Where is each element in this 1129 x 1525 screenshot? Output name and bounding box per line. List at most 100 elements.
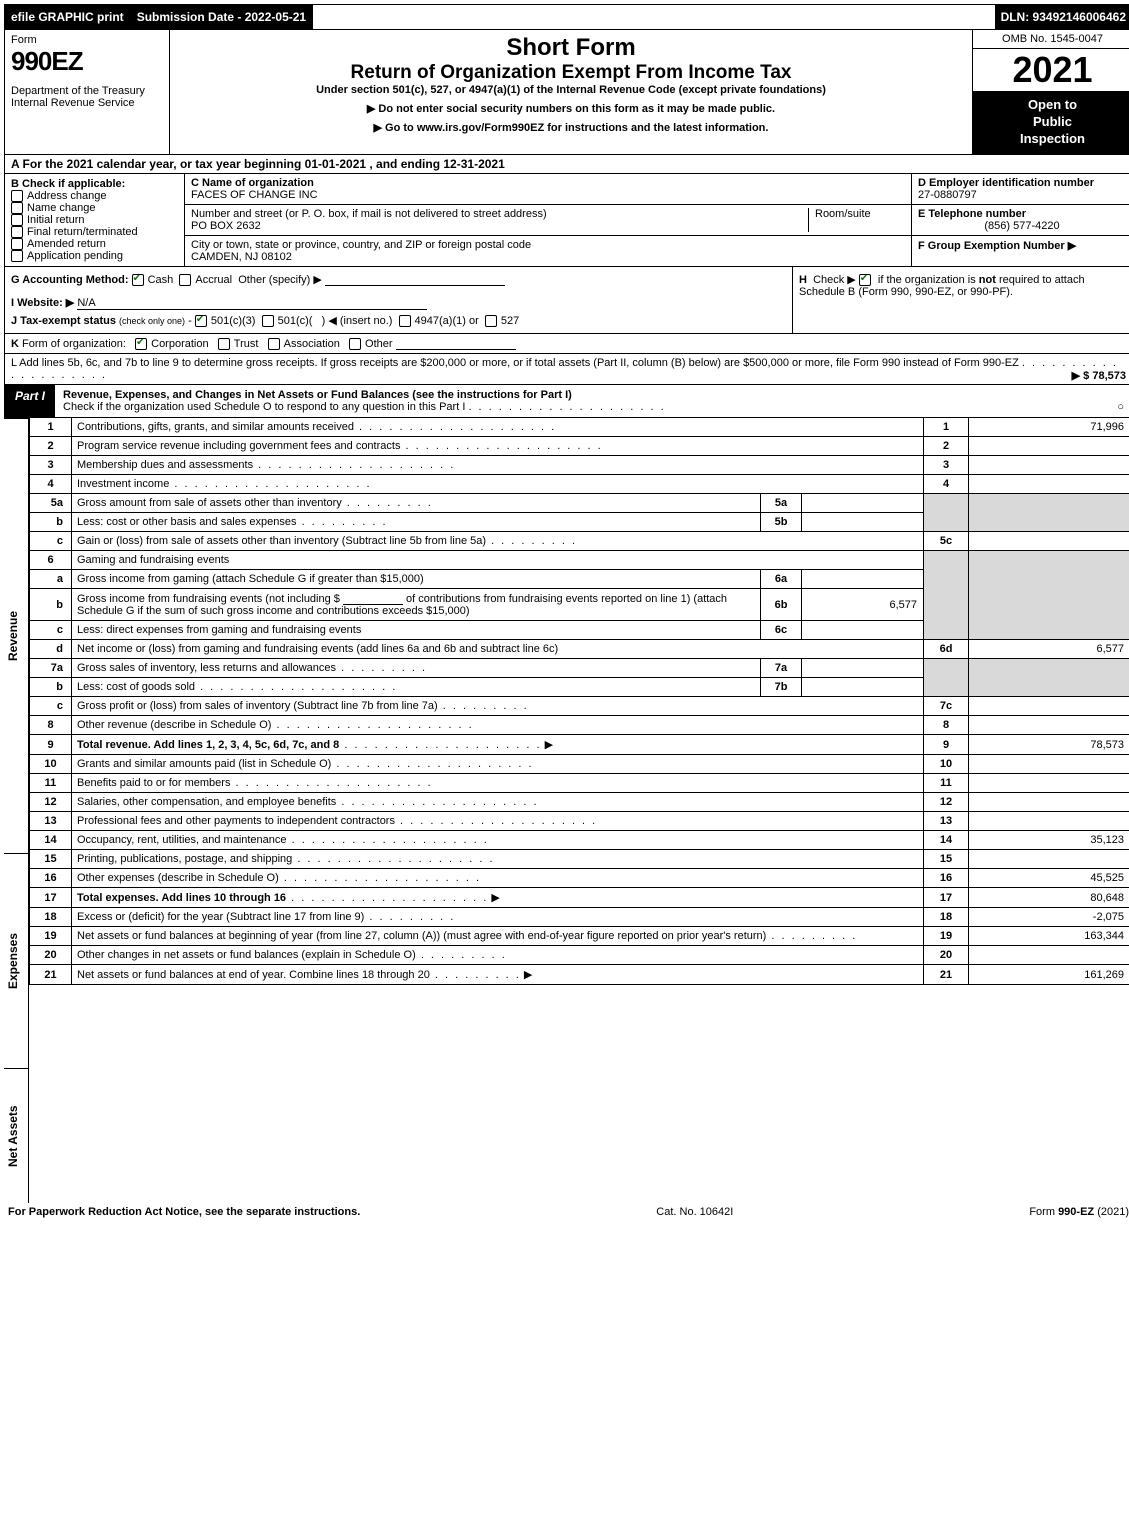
- l12-box: 12: [924, 793, 969, 812]
- check-trust[interactable]: [218, 338, 230, 350]
- line-14: 14 Occupancy, rent, utilities, and maint…: [30, 831, 1129, 850]
- l1-box: 1: [924, 418, 969, 437]
- l9-desc: Total revenue. Add lines 1, 2, 3, 4, 5c,…: [77, 739, 339, 751]
- l11-num: 11: [30, 774, 72, 793]
- l6b-ilabel: 6b: [761, 589, 802, 621]
- check-association[interactable]: [268, 338, 280, 350]
- other-org-input[interactable]: [396, 337, 516, 350]
- l7ab-greyamt: [969, 659, 1129, 697]
- website-value: N/A: [77, 297, 427, 310]
- l18-box: 18: [924, 908, 969, 927]
- l12-num: 12: [30, 793, 72, 812]
- e-label: E Telephone number: [918, 208, 1026, 220]
- line-17: 17 Total expenses. Add lines 10 through …: [30, 888, 1129, 908]
- line-21: 21 Net assets or fund balances at end of…: [30, 965, 1129, 985]
- l21-arrow-icon: ▶: [524, 968, 532, 981]
- l15-desc: Printing, publications, postage, and shi…: [77, 853, 292, 865]
- city-value: CAMDEN, NJ 08102: [191, 251, 292, 263]
- l21-desc: Net assets or fund balances at end of ye…: [77, 969, 430, 981]
- section-l: L Add lines 5b, 6c, and 7b to line 9 to …: [4, 354, 1129, 385]
- open1: Open to: [1028, 97, 1077, 112]
- top-bar: efile GRAPHIC print Submission Date - 20…: [4, 4, 1129, 30]
- check-application-pending[interactable]: [11, 250, 23, 262]
- l16-desc: Other expenses (describe in Schedule O): [77, 872, 279, 884]
- c-label: C Name of organization: [191, 177, 314, 189]
- l6a-iamt: [802, 570, 924, 589]
- l6b-blank[interactable]: [343, 592, 403, 605]
- l5a-ilabel: 5a: [761, 494, 802, 513]
- check-name-change[interactable]: [11, 202, 23, 214]
- ein-value: 27-0880797: [918, 189, 977, 201]
- omb-number: OMB No. 1545-0047: [973, 30, 1129, 49]
- l14-box: 14: [924, 831, 969, 850]
- check-initial-return[interactable]: [11, 214, 23, 226]
- check-corporation[interactable]: [135, 338, 147, 350]
- check-501c3[interactable]: [195, 315, 207, 327]
- l7c-box: 7c: [924, 697, 969, 716]
- open2: Public: [1033, 114, 1072, 129]
- other-method-input[interactable]: [325, 273, 505, 286]
- check-527[interactable]: [485, 315, 497, 327]
- l6b-desc1: Gross income from fundraising events (no…: [77, 593, 340, 605]
- l6d-box: 6d: [924, 640, 969, 659]
- section-b-title: B Check if applicable:: [11, 178, 178, 190]
- l21-amt: 161,269: [969, 965, 1129, 985]
- l15-box: 15: [924, 850, 969, 869]
- line-6d: d Net income or (loss) from gaming and f…: [30, 640, 1129, 659]
- l7a-iamt: [802, 659, 924, 678]
- l3-box: 3: [924, 456, 969, 475]
- check-final-return[interactable]: [11, 226, 23, 238]
- l9-num: 9: [30, 735, 72, 755]
- l5a-iamt: [802, 494, 924, 513]
- l17-arrow-icon: ▶: [491, 891, 499, 904]
- l7c-desc: Gross profit or (loss) from sales of inv…: [77, 700, 438, 712]
- section-k: K Form of organization: Corporation Trus…: [4, 334, 1129, 354]
- l10-box: 10: [924, 755, 969, 774]
- l7a-num: 7a: [30, 659, 72, 678]
- check-cash[interactable]: [132, 274, 144, 286]
- under-section-text: Under section 501(c), 527, or 4947(a)(1)…: [176, 84, 966, 96]
- check-address-change[interactable]: [11, 190, 23, 202]
- check-accrual[interactable]: [179, 274, 191, 286]
- footer-form-ref: Form 990-EZ (2021): [1029, 1206, 1129, 1218]
- line-18: 18 Excess or (deficit) for the year (Sub…: [30, 908, 1129, 927]
- l3-amt: [969, 456, 1129, 475]
- lbl-initial-return: Initial return: [27, 214, 84, 226]
- l7a-ilabel: 7a: [761, 659, 802, 678]
- tax-year: 2021: [973, 49, 1129, 91]
- check-amended-return[interactable]: [11, 238, 23, 250]
- l5a-desc: Gross amount from sale of assets other t…: [77, 497, 342, 509]
- part1-checkline: Check if the organization used Schedule …: [63, 401, 465, 413]
- part1-header: Part I Revenue, Expenses, and Changes in…: [4, 385, 1129, 418]
- vertical-tabs: Revenue Expenses Net Assets: [4, 418, 29, 1203]
- l14-num: 14: [30, 831, 72, 850]
- l6a-ilabel: 6a: [761, 570, 802, 589]
- l11-amt: [969, 774, 1129, 793]
- l8-box: 8: [924, 716, 969, 735]
- l9-box: 9: [924, 735, 969, 755]
- check-schedule-b[interactable]: [859, 274, 871, 286]
- goto-link-line[interactable]: ▶ Go to www.irs.gov/Form990EZ for instru…: [176, 121, 966, 134]
- l18-num: 18: [30, 908, 72, 927]
- l5b-num: b: [30, 513, 72, 532]
- l6c-iamt: [802, 621, 924, 640]
- efile-print-label[interactable]: efile GRAPHIC print: [5, 5, 131, 29]
- line-11: 11 Benefits paid to or for members 11: [30, 774, 1129, 793]
- line-10: 10 Grants and similar amounts paid (list…: [30, 755, 1129, 774]
- l20-amt: [969, 946, 1129, 965]
- l11-desc: Benefits paid to or for members: [77, 777, 230, 789]
- l12-amt: [969, 793, 1129, 812]
- check-501c[interactable]: [262, 315, 274, 327]
- l18-desc: Excess or (deficit) for the year (Subtra…: [77, 911, 364, 923]
- check-other-org[interactable]: [349, 338, 361, 350]
- form-header: Form 990EZ Department of the Treasury In…: [4, 30, 1129, 155]
- open3: Inspection: [1020, 131, 1085, 146]
- line-13: 13 Professional fees and other payments …: [30, 812, 1129, 831]
- part1-checkbox[interactable]: ○: [1117, 401, 1124, 413]
- check-4947[interactable]: [399, 315, 411, 327]
- l6a-num: a: [30, 570, 72, 589]
- street-value: PO BOX 2632: [191, 220, 261, 232]
- part1-body: Revenue Expenses Net Assets 1 Contributi…: [4, 418, 1129, 1203]
- footer-cat-no: Cat. No. 10642I: [656, 1206, 733, 1218]
- l4-desc: Investment income: [77, 478, 169, 490]
